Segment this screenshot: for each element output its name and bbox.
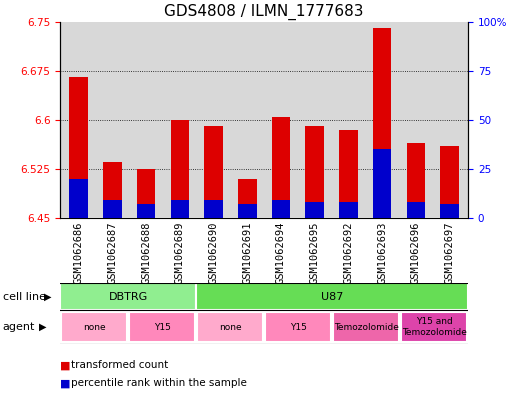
Text: Temozolomide: Temozolomide (334, 323, 399, 332)
Text: GSM1062689: GSM1062689 (175, 221, 185, 284)
Bar (272, 117, 290, 218)
Text: ▶: ▶ (44, 292, 52, 302)
Text: Y15: Y15 (154, 323, 170, 332)
Text: transformed count: transformed count (71, 360, 168, 371)
Bar (265, 312, 331, 342)
Text: GSM1062688: GSM1062688 (141, 221, 151, 284)
Bar (61, 312, 127, 342)
Bar (204, 127, 223, 218)
Text: ▶: ▶ (39, 322, 47, 332)
Bar (373, 149, 391, 218)
Bar (339, 130, 358, 218)
Text: GSM1062693: GSM1062693 (377, 221, 387, 284)
Bar (197, 312, 263, 342)
Text: GSM1062690: GSM1062690 (209, 221, 219, 284)
Text: GSM1062695: GSM1062695 (310, 221, 320, 284)
Text: Y15 and
Temozolomide: Y15 and Temozolomide (402, 318, 467, 337)
Bar (137, 204, 155, 218)
Text: GSM1062692: GSM1062692 (344, 221, 354, 284)
Bar (60, 283, 196, 310)
Bar (401, 312, 467, 342)
Bar (406, 143, 425, 218)
Bar (406, 202, 425, 218)
Bar (333, 312, 399, 342)
Bar (170, 120, 189, 218)
Bar (305, 127, 324, 218)
Text: GSM1062691: GSM1062691 (242, 221, 252, 284)
Bar (440, 204, 459, 218)
Text: cell line: cell line (3, 292, 46, 302)
Bar (373, 28, 391, 218)
Text: GSM1062694: GSM1062694 (276, 221, 286, 284)
Text: GSM1062686: GSM1062686 (74, 221, 84, 284)
Bar (339, 202, 358, 218)
Text: ■: ■ (60, 378, 71, 388)
Text: percentile rank within the sample: percentile rank within the sample (71, 378, 246, 388)
Bar (305, 202, 324, 218)
Bar (238, 204, 256, 218)
Bar (103, 162, 122, 218)
Text: none: none (83, 323, 106, 332)
Text: Y15: Y15 (290, 323, 306, 332)
Bar (137, 169, 155, 218)
Bar (196, 283, 468, 310)
Title: GDS4808 / ILMN_1777683: GDS4808 / ILMN_1777683 (164, 4, 364, 20)
Bar (238, 179, 256, 218)
Text: U87: U87 (321, 292, 343, 302)
Text: none: none (219, 323, 242, 332)
Text: ■: ■ (60, 360, 71, 371)
Bar (170, 200, 189, 218)
Bar (440, 146, 459, 218)
Text: GSM1062697: GSM1062697 (445, 221, 454, 284)
Bar (70, 179, 88, 218)
Bar (204, 200, 223, 218)
Text: agent: agent (3, 322, 35, 332)
Text: GSM1062687: GSM1062687 (107, 221, 117, 284)
Bar (129, 312, 195, 342)
Bar (70, 77, 88, 218)
Bar (272, 200, 290, 218)
Text: DBTRG: DBTRG (108, 292, 148, 302)
Bar (103, 200, 122, 218)
Text: GSM1062696: GSM1062696 (411, 221, 421, 284)
